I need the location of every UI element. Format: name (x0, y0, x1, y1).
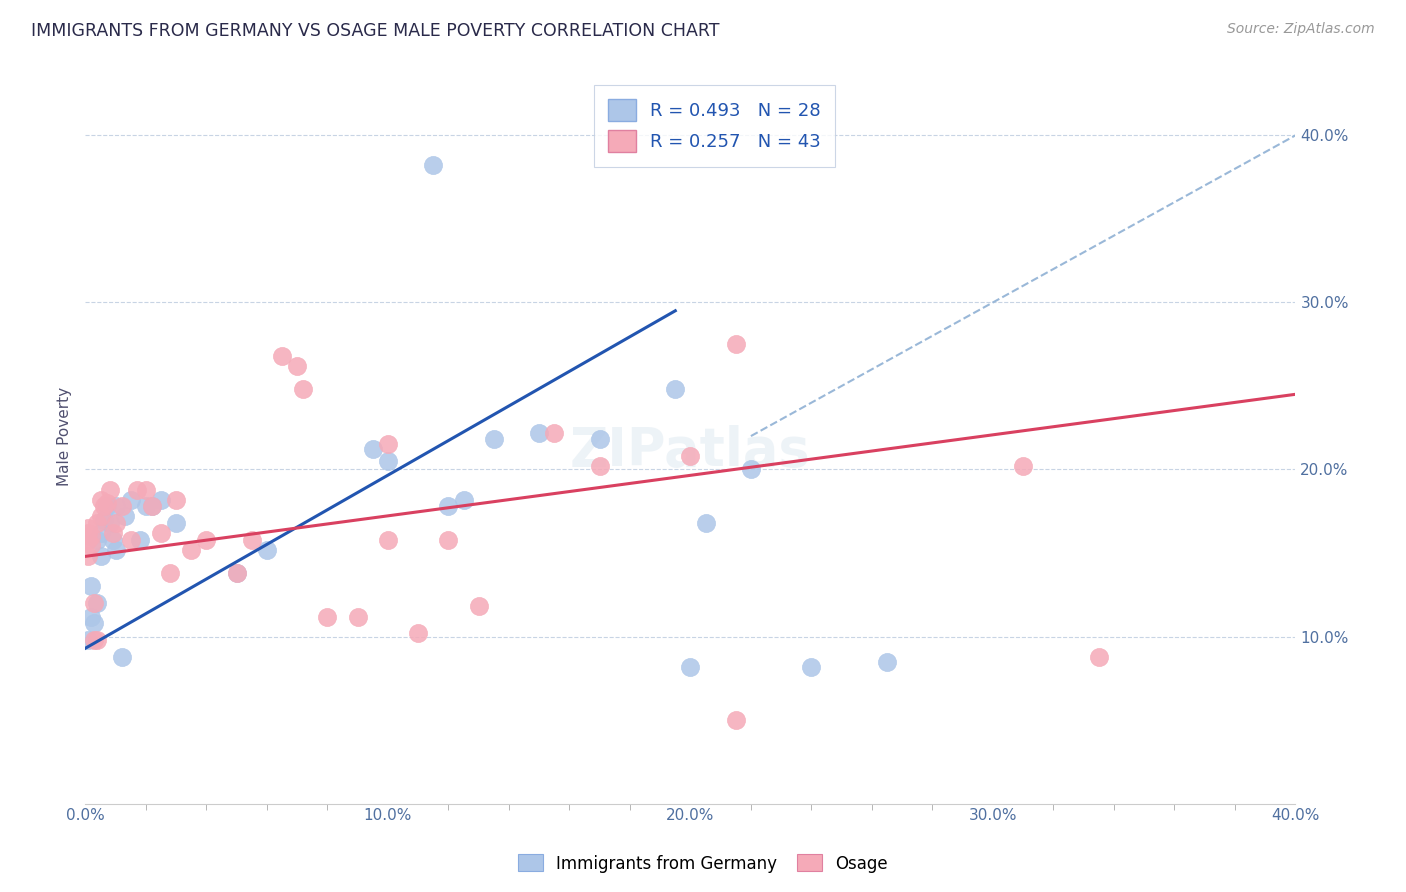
Point (77, 533, 100, 547)
Point (589, 433, 612, 447)
Point (80, 538, 103, 552)
Point (80, 579, 103, 593)
Point (225, 566, 247, 580)
Point (101, 525, 124, 540)
Point (101, 533, 124, 547)
Point (437, 500, 460, 514)
Point (86, 632, 108, 647)
Point (159, 566, 181, 580)
Point (527, 425, 550, 440)
Point (256, 542, 278, 557)
Point (86, 533, 108, 547)
Point (104, 500, 127, 514)
Point (120, 533, 142, 547)
Point (165, 516, 187, 530)
Point (377, 533, 399, 547)
Point (104, 516, 127, 530)
Point (86, 596, 108, 610)
Point (467, 599, 489, 614)
Point (377, 437, 399, 451)
Point (453, 492, 475, 507)
Point (93, 500, 115, 514)
Point (98, 516, 121, 530)
Text: ZIPatlas: ZIPatlas (569, 425, 811, 476)
Point (98, 483, 121, 497)
Point (104, 542, 127, 557)
Point (361, 442, 384, 457)
Point (422, 158, 444, 172)
Point (165, 492, 187, 507)
Point (89, 509, 111, 524)
Point (876, 655, 898, 669)
Point (89, 549, 111, 564)
Point (120, 492, 142, 507)
Y-axis label: Male Poverty: Male Poverty (58, 386, 72, 485)
Point (316, 609, 339, 624)
Point (1012, 459, 1035, 474)
Point (114, 509, 136, 524)
Legend: R = 0.493   N = 28, R = 0.257   N = 43: R = 0.493 N = 28, R = 0.257 N = 43 (595, 85, 835, 167)
Point (77, 521, 100, 535)
Legend: Immigrants from Germany, Osage: Immigrants from Germany, Osage (512, 847, 894, 880)
Point (724, 713, 747, 727)
Point (740, 462, 762, 476)
Point (135, 500, 157, 514)
Point (89, 525, 111, 540)
Point (695, 516, 717, 530)
Point (128, 533, 150, 547)
Point (482, 433, 505, 447)
Point (77, 632, 100, 647)
Point (437, 533, 460, 547)
Text: IMMIGRANTS FROM GERMANY VS OSAGE MALE POVERTY CORRELATION CHART: IMMIGRANTS FROM GERMANY VS OSAGE MALE PO… (31, 22, 720, 40)
Point (1088, 649, 1111, 664)
Point (271, 349, 294, 363)
Point (111, 649, 134, 664)
Point (150, 525, 173, 540)
Point (141, 500, 163, 514)
Point (96, 500, 118, 514)
Point (240, 533, 263, 547)
Point (83, 616, 105, 631)
Point (377, 454, 399, 468)
Point (135, 483, 157, 497)
Point (285, 359, 308, 373)
Text: Source: ZipAtlas.com: Source: ZipAtlas.com (1227, 22, 1375, 37)
Point (77, 549, 100, 564)
Point (83, 632, 105, 647)
Point (406, 626, 429, 640)
Point (80, 529, 103, 543)
Point (141, 500, 163, 514)
Point (180, 542, 202, 557)
Point (543, 425, 565, 440)
Point (150, 492, 173, 507)
Point (80, 609, 103, 624)
Point (589, 459, 612, 474)
Point (724, 337, 747, 351)
Point (679, 659, 702, 673)
Point (292, 382, 315, 396)
Point (800, 659, 823, 673)
Point (89, 492, 111, 507)
Point (83, 596, 105, 610)
Point (225, 566, 247, 580)
Point (679, 449, 702, 463)
Point (195, 533, 218, 547)
Point (125, 483, 148, 497)
Point (86, 516, 108, 530)
Point (664, 382, 686, 396)
Point (111, 500, 134, 514)
Point (77, 525, 100, 540)
Point (93, 513, 115, 527)
Point (96, 496, 118, 510)
Point (346, 609, 368, 624)
